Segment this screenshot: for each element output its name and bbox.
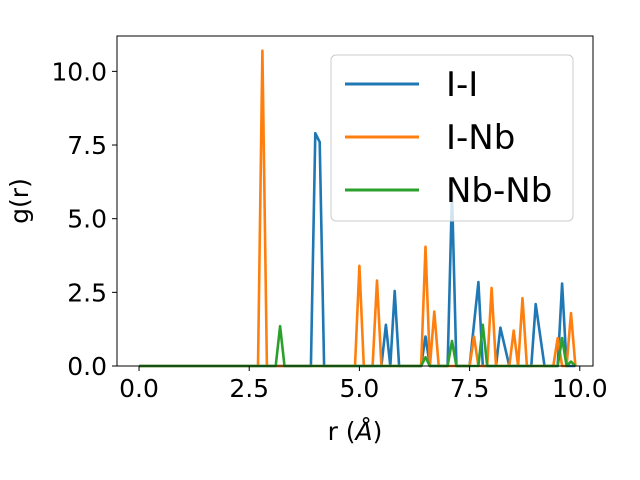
x-tick-label: 2.5 (229, 374, 269, 403)
y-tick-label: 5.0 (67, 205, 107, 234)
y-tick-label: 10.0 (51, 57, 107, 86)
legend: I-I I-Nb Nb-Nb (330, 54, 574, 222)
series-line-nb-nb (139, 323, 577, 368)
y-tick-label: 2.5 (67, 278, 107, 307)
x-axis-label: r (Å) (328, 417, 383, 446)
y-tick-label: 0.0 (67, 352, 107, 381)
x-tick-label: 10.0 (552, 374, 608, 403)
legend-label-i-i: I-I (446, 65, 478, 105)
x-tick-label: 5.0 (340, 374, 380, 403)
x-axis-label-unit: Å (354, 417, 373, 446)
legend-label-i-nb: I-Nb (446, 118, 515, 158)
legend-box (330, 54, 574, 222)
y-tick-label: 7.5 (67, 131, 107, 160)
x-axis-label-text: r ( (328, 417, 356, 446)
legend-label-nb-nb: Nb-Nb (446, 171, 552, 211)
y-axis-label: g(r) (5, 178, 34, 224)
x-tick-label: 0.0 (119, 374, 159, 403)
x-tick-label: 7.5 (450, 374, 490, 403)
plot-frame (116, 35, 594, 367)
x-axis-label-close: ) (373, 417, 383, 446)
axis-ticks: 0.0 2.5 5.0 7.5 10.0 0.0 2.5 5.0 7.5 10.0 (51, 57, 607, 403)
